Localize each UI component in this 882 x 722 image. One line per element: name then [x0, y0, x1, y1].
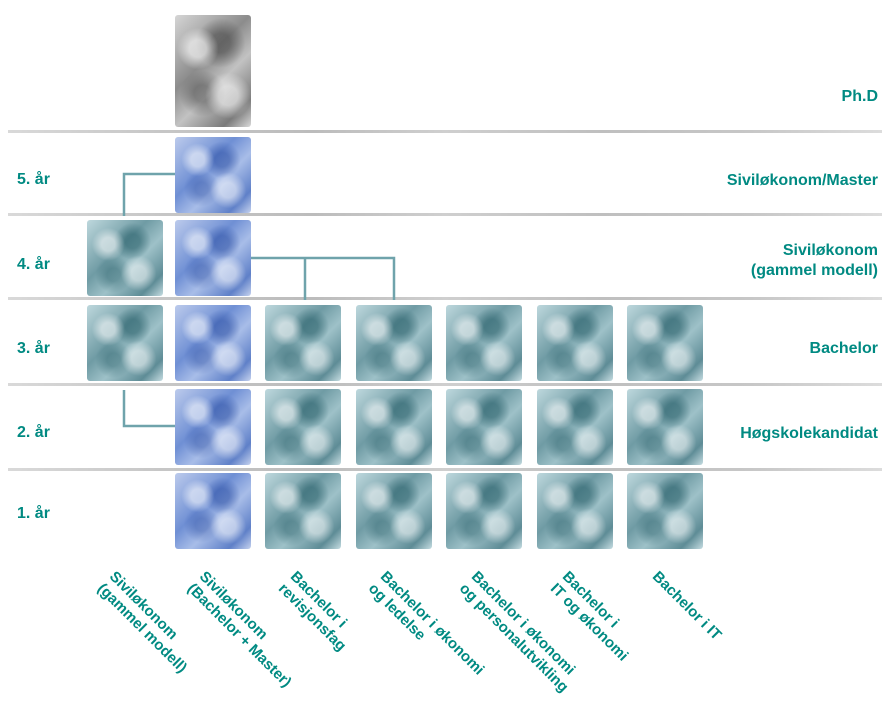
year-label-2: 2. år	[17, 424, 50, 441]
block-sivilokonom-gammel-year4	[87, 220, 163, 296]
block-revisjonsfag-year1	[265, 473, 341, 549]
level-label-bachelor: Bachelor	[809, 340, 878, 357]
block-sivilokonom-master-year3	[175, 305, 251, 381]
level-label-sivilokonom-gammel-line1: Siviløkonom	[782, 242, 878, 259]
block-it-year1	[627, 473, 703, 549]
row-divider-3	[8, 383, 882, 386]
block-okonomi-personal-year1	[446, 473, 522, 549]
block-revisjonsfag-year3	[265, 305, 341, 381]
block-it-okonomi-year1	[537, 473, 613, 549]
block-sivilokonom-master-year2	[175, 389, 251, 465]
block-sivilokonom-master-year1	[175, 473, 251, 549]
year-label-4: 4. år	[17, 256, 50, 273]
block-sivilokonom-master-year5	[175, 137, 251, 213]
block-okonomi-ledelse-year1	[356, 473, 432, 549]
block-sivilokonom-gammel-year3	[87, 305, 163, 381]
block-okonomi-personal-year3	[446, 305, 522, 381]
level-label-sivilokonom-gammel: Siviløkonom (gammel modell)	[751, 241, 878, 281]
year-label-1: 1. år	[17, 505, 50, 522]
level-label-sivilokonom-gammel-line2: (gammel modell)	[750, 262, 878, 279]
block-it-year3	[627, 305, 703, 381]
block-okonomi-ledelse-year3	[356, 305, 432, 381]
block-phd	[175, 15, 251, 127]
block-it-year2	[627, 389, 703, 465]
block-revisjonsfag-year2	[265, 389, 341, 465]
connector-bachelor-to-4	[251, 256, 396, 300]
year-label-5: 5. år	[17, 171, 50, 188]
row-divider-5	[8, 213, 882, 216]
block-okonomi-personal-year2	[446, 389, 522, 465]
block-okonomi-ledelse-year2	[356, 389, 432, 465]
level-label-phd: Ph.D	[841, 88, 878, 105]
row-divider-phd	[8, 130, 882, 133]
year-label-3: 3. år	[17, 340, 50, 357]
row-divider-2	[8, 468, 882, 471]
connector-4-to-5	[122, 172, 175, 216]
block-it-okonomi-year3	[537, 305, 613, 381]
block-sivilokonom-master-year4	[175, 220, 251, 296]
level-label-sivilokonom-master: Siviløkonom/Master	[726, 172, 878, 189]
level-label-hogskolekandidat: Høgskolekandidat	[740, 425, 878, 442]
row-divider-4	[8, 297, 882, 300]
connector-3-to-2	[122, 390, 175, 428]
block-it-okonomi-year2	[537, 389, 613, 465]
